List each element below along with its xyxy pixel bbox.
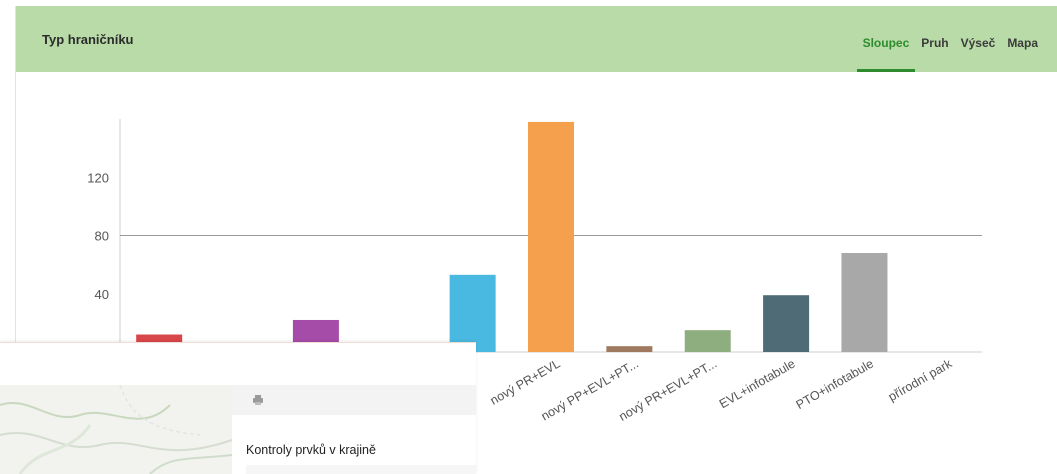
widget-title: Typ hraničníku <box>42 32 134 47</box>
widget-header: Typ hraničníku Sloupec Pruh Výseč Mapa <box>16 6 1057 72</box>
tab-pruh[interactable]: Pruh <box>921 36 949 50</box>
overlapping-panel: Kontroly prvků v krajině <box>0 342 476 474</box>
chart-type-tabs: Sloupec Pruh Výseč Mapa <box>851 36 1038 72</box>
y-tick-label: 80 <box>95 229 109 244</box>
bar[interactable] <box>841 252 888 352</box>
category-label: EVL+infotabule <box>717 356 798 411</box>
printer-icon[interactable] <box>252 394 264 406</box>
bar[interactable] <box>606 346 653 352</box>
y-tick-label: 40 <box>95 287 109 302</box>
tab-vysec[interactable]: Výseč <box>960 36 996 50</box>
tab-mapa[interactable]: Mapa <box>1007 36 1038 50</box>
map-thumbnail[interactable] <box>0 385 232 474</box>
tab-sloupec[interactable]: Sloupec <box>856 36 915 72</box>
bar[interactable] <box>449 274 496 352</box>
category-label: přírodní park <box>886 356 955 404</box>
category-label: PTO+infotabule <box>794 356 876 412</box>
category-label: nový PR+EVL <box>488 356 563 407</box>
map-terrain-graphic <box>0 385 232 474</box>
panel-list-row[interactable] <box>246 465 476 474</box>
y-tick-label: 120 <box>87 170 109 185</box>
bar[interactable] <box>763 295 810 352</box>
panel-title: Kontroly prvků v krajině <box>246 443 376 457</box>
panel-toolbar <box>232 385 476 415</box>
bar[interactable] <box>684 330 731 352</box>
bar[interactable] <box>528 121 574 352</box>
